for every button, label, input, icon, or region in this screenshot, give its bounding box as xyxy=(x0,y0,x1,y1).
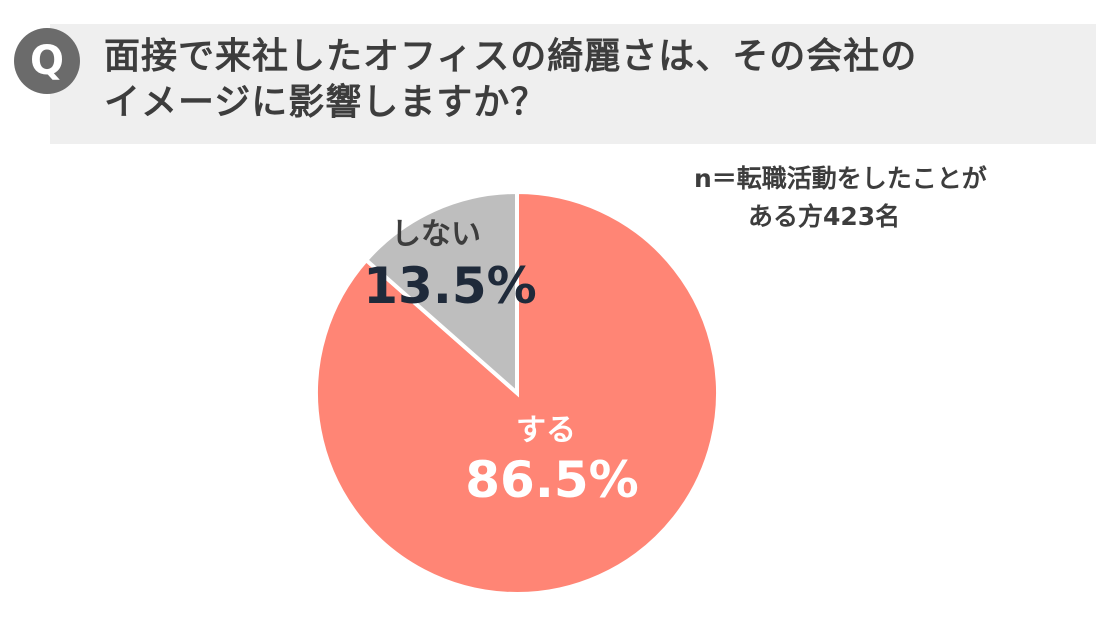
question-line-2: イメージに影響しますか？ xyxy=(104,82,548,123)
question-bar xyxy=(50,24,1096,144)
sample-note-line-1: n＝転職活動をしたことが xyxy=(694,164,987,193)
sample-note-line-2: ある方423名 xyxy=(748,202,901,231)
slice-label-yes: する xyxy=(516,413,576,448)
question-line-1: 面接で来社したオフィスの綺麗さは、その会社の xyxy=(104,36,918,77)
slice-value-no: 13.5% xyxy=(363,257,536,315)
question-title: 面接で来社したオフィスの綺麗さは、その会社の イメージに影響しますか？ xyxy=(104,34,1084,126)
sample-note: n＝転職活動をしたことが ある方423名 xyxy=(694,160,987,236)
slice-value-yes: 86.5% xyxy=(465,451,638,509)
slice-label-no: しない xyxy=(391,217,481,252)
pie-slice-no xyxy=(363,189,519,398)
question-badge: Q xyxy=(14,28,80,94)
